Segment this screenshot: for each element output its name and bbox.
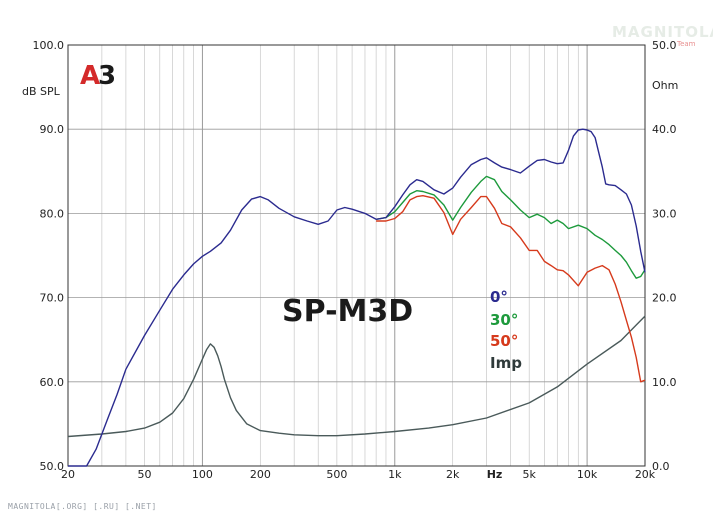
series-line-0deg	[68, 128, 646, 467]
model-title: SP-M3D	[282, 294, 413, 329]
x-tick-label: 500	[326, 468, 347, 481]
y-axis-label: dB SPL	[22, 85, 61, 98]
y-tick-label: 100.0	[33, 39, 65, 52]
y2-tick-label: 50.0	[652, 39, 677, 52]
plot-frame	[67, 44, 646, 467]
a3-badge-logo: A 3	[80, 61, 116, 91]
series-line-30deg	[375, 175, 646, 279]
y2-tick-label: 40.0	[652, 123, 677, 136]
x-tick-label: 2k	[446, 468, 460, 481]
x-tick-label: 200	[250, 468, 271, 481]
watermark-logo: MAGNITOLA Team	[612, 23, 713, 48]
x-tick-label: 50	[138, 468, 152, 481]
series-line-50deg	[376, 195, 646, 383]
y-tick-label: 70.0	[40, 292, 65, 305]
y2-tick-label: 10.0	[652, 376, 677, 389]
x-tick-label: 10k	[577, 468, 598, 481]
legend: 0° 30° 50° Imp	[490, 288, 522, 372]
x-tick-label: 20	[61, 468, 75, 481]
y2-tick-label: 20.0	[652, 292, 677, 305]
legend-entry-50deg: 50°	[490, 332, 518, 350]
badge-digit: 3	[98, 61, 116, 91]
x-tick-label: 20k	[635, 468, 656, 481]
x-tick-label: 100	[192, 468, 213, 481]
x-tick-label: 5k	[523, 468, 537, 481]
y2-tick-label: 30.0	[652, 207, 677, 220]
y-tick-label: 90.0	[40, 123, 65, 136]
x-tick-label: Hz	[487, 468, 503, 481]
chart-grid	[68, 44, 645, 467]
y-tick-label: 80.0	[40, 207, 65, 220]
y-tick-label: 60.0	[40, 376, 65, 389]
y-tick-label: 50.0	[40, 460, 65, 473]
watermark-team: Team	[676, 40, 696, 48]
series-line-imp	[67, 315, 646, 438]
tick-labels: 100.090.080.070.060.050.050.040.030.020.…	[33, 39, 677, 481]
y2-tick-label: 0.0	[652, 460, 670, 473]
x-tick-label: 1k	[388, 468, 402, 481]
legend-entry-30deg: 30°	[490, 311, 518, 329]
badge-letter: A	[80, 61, 100, 91]
y2-axis-label: Ohm	[652, 79, 678, 92]
watermark-text: MAGNITOLA	[612, 23, 713, 41]
legend-entry-imp: Imp	[490, 354, 522, 372]
series-layer	[67, 128, 646, 467]
footer-url: MAGNITOLA[.ORG] [.RU] [.NET]	[8, 502, 157, 511]
legend-entry-0deg: 0°	[490, 288, 508, 306]
